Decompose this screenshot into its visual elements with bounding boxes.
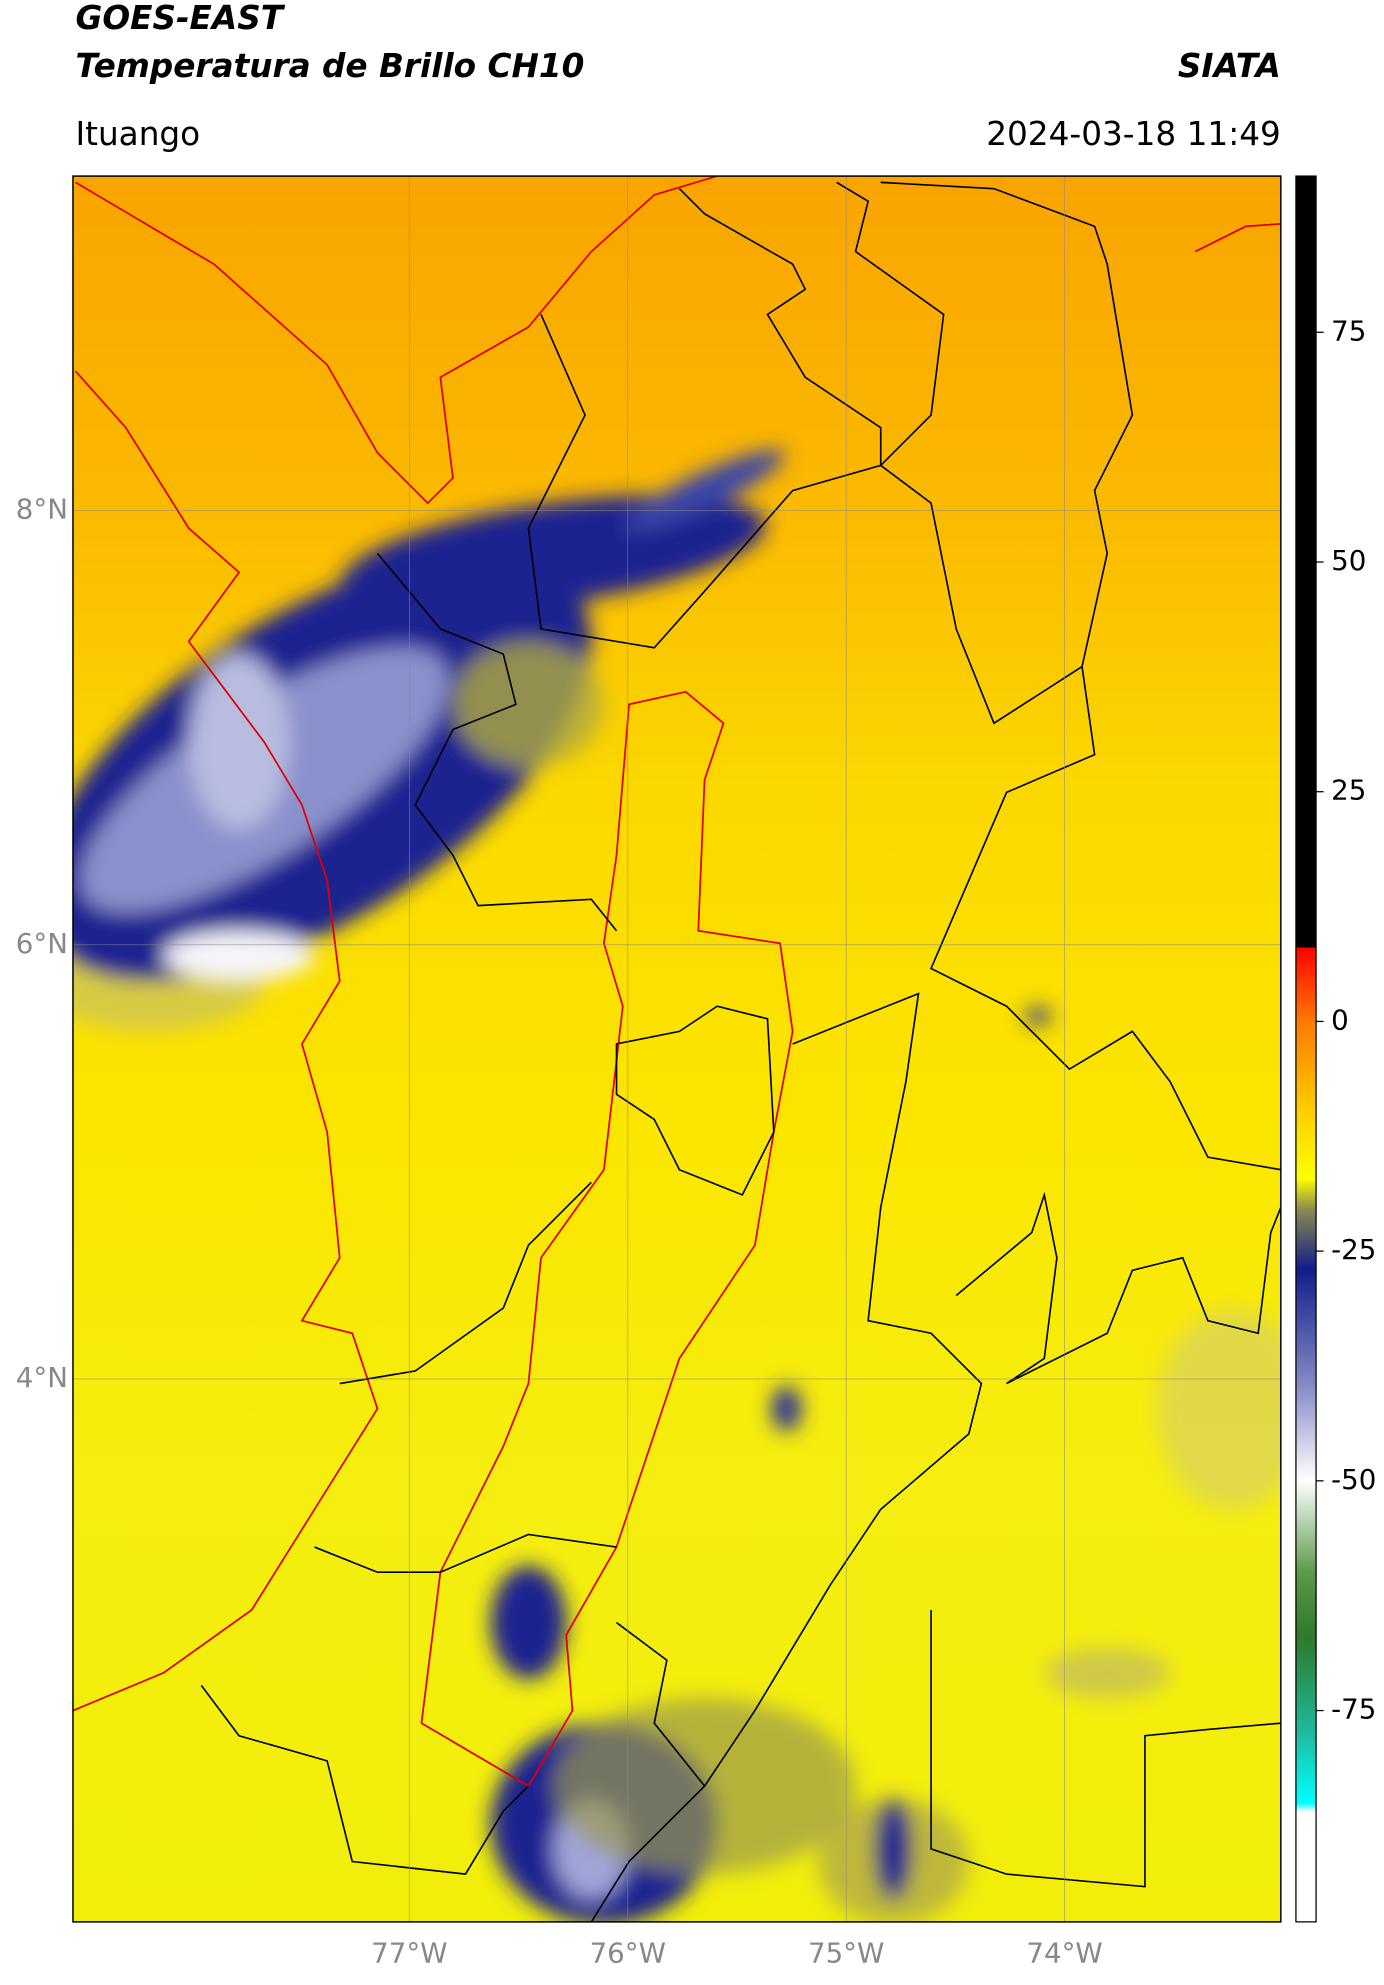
subtitle: Temperatura de Brillo CH10 — [75, 47, 584, 85]
y-tick-label: 4°N — [16, 1361, 68, 1394]
source: SIATA — [1178, 47, 1281, 85]
colorbar-tick-label: -75 — [1331, 1693, 1376, 1726]
y-tick-label: 6°N — [16, 927, 68, 960]
axis-ticks: 77°W 76°W 75°W 74°W 8°N 6°N 4°N 75 50 25 0 -25 -50 -7… — [16, 314, 1377, 1969]
x-tick-label: 76°W — [590, 1937, 666, 1970]
location: Ituango — [75, 115, 200, 153]
colorbar-tick-label: 75 — [1331, 314, 1366, 347]
colorbar-tick-label: 0 — [1331, 1003, 1349, 1036]
borders — [200, 181, 1281, 1922]
colorbar-tick-label: 25 — [1331, 774, 1366, 807]
colorbar-tick-label: 50 — [1331, 544, 1366, 577]
clouds — [72, 450, 1281, 1922]
title: GOES-EAST — [75, 0, 285, 37]
x-tick-label: 77°W — [371, 1937, 447, 1970]
map-background — [72, 176, 1281, 1922]
gridlines — [72, 176, 1281, 1922]
colorbar-tick-label: -50 — [1331, 1463, 1376, 1496]
coastline — [72, 176, 1281, 1788]
x-tick-label: 74°W — [1026, 1937, 1102, 1970]
colorbar-tick-label: -25 — [1331, 1233, 1376, 1266]
y-tick-label: 8°N — [16, 492, 68, 525]
colorbar — [1295, 175, 1317, 1923]
map-frame — [72, 175, 1282, 1923]
x-tick-label: 75°W — [808, 1937, 884, 1970]
datetime: 2024-03-18 11:49 — [986, 115, 1281, 153]
map-image — [72, 176, 1281, 1922]
